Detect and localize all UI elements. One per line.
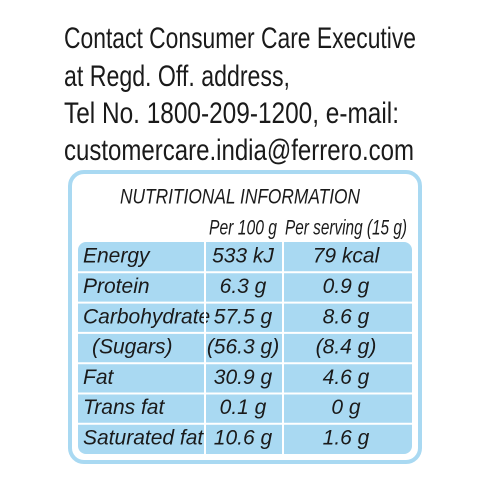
column-header: Per 100 g (209, 217, 277, 240)
nutrient-name: Trans fat (83, 396, 165, 419)
nutrient-name: Carbohydrate (83, 305, 210, 328)
value-per-100g: 0.1 g (220, 396, 267, 419)
nutrient-name: Saturated fat (83, 426, 204, 449)
table-body (78, 242, 412, 454)
nutrient-name: Protein (83, 275, 150, 298)
nutrient-name: Fat (83, 366, 115, 389)
value-per-serving: 8.6 g (323, 305, 370, 328)
value-per-serving: (8.4 g) (316, 336, 377, 359)
value-per-100g: 533 kJ (212, 245, 274, 268)
value-per-100g: (56.3 g) (207, 336, 279, 359)
table-title: NUTRITIONAL INFORMATION (120, 186, 361, 209)
value-per-100g: 57.5 g (214, 305, 273, 328)
contact-line: Tel No. 1800-209-1200, e-mail: (64, 97, 399, 130)
nutrient-name: Energy (83, 245, 151, 268)
content: Contact Consumer Care Executive at Regd. … (64, 22, 416, 454)
value-per-serving: 1.6 g (323, 426, 370, 449)
value-per-serving: 79 kcal (313, 245, 381, 268)
value-per-serving: 0.9 g (323, 275, 370, 298)
value-per-100g: 30.9 g (214, 366, 273, 389)
value-per-100g: 6.3 g (220, 275, 267, 298)
value-per-serving: 0 g (331, 396, 361, 419)
contact-line: customercare.india@ferrero.com (64, 134, 414, 167)
value-per-100g: 10.6 g (214, 426, 273, 449)
contact-line: Contact Consumer Care Executive (64, 22, 416, 55)
value-per-serving: 4.6 g (323, 366, 370, 389)
column-header: Per serving (15 g) (285, 217, 407, 240)
nutrient-name: (Sugars) (92, 336, 173, 359)
contact-line: at Regd. Off. address, (64, 60, 290, 93)
